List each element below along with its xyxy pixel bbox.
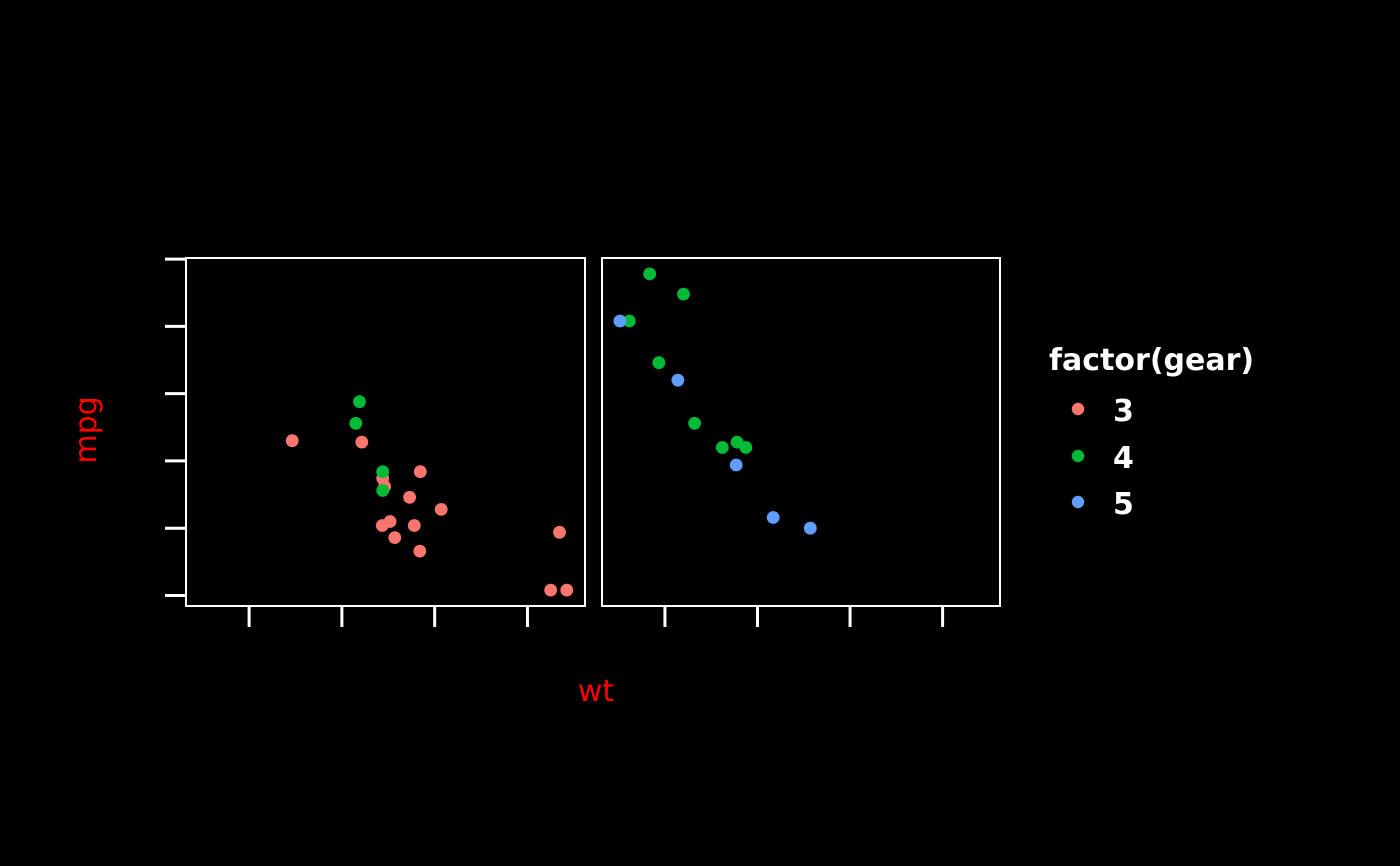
legend-key-dot-gear-3 xyxy=(1071,402,1085,416)
legend-item-gear-5: 5 xyxy=(1071,487,1134,522)
legend-label-gear-3: 3 xyxy=(1113,394,1134,429)
data-point-gear-3 xyxy=(553,525,566,539)
data-point-gear-3 xyxy=(355,435,369,449)
legend-item-gear-3: 3 xyxy=(1071,394,1134,429)
data-point-gear-4 xyxy=(376,484,390,497)
legend-label-gear-5: 5 xyxy=(1113,487,1134,522)
x-axis-ticks xyxy=(247,606,945,627)
data-point-gear-4 xyxy=(622,314,636,328)
legend-item-gear-4: 4 xyxy=(1071,441,1134,476)
legend-title: factor(gear) xyxy=(1049,343,1254,378)
right-facet-points xyxy=(613,267,817,535)
data-point-gear-5 xyxy=(766,511,780,524)
data-point-gear-4 xyxy=(677,287,690,301)
data-point-gear-4 xyxy=(652,356,666,370)
legend-label-gear-4: 4 xyxy=(1113,441,1134,476)
data-point-gear-5 xyxy=(729,458,743,472)
data-point-gear-3 xyxy=(375,519,389,532)
data-point-gear-4 xyxy=(643,267,657,281)
data-point-gear-3 xyxy=(388,531,402,544)
legend-key-dot-gear-5 xyxy=(1071,495,1085,509)
data-point-gear-4 xyxy=(353,395,366,409)
panel-left xyxy=(185,257,586,607)
y-axis-title: mpg xyxy=(69,396,104,463)
data-point-gear-5 xyxy=(613,314,627,328)
data-point-gear-3 xyxy=(544,583,558,597)
y-axis-ticks xyxy=(165,257,186,598)
data-point-gear-3 xyxy=(560,583,574,597)
data-point-gear-3 xyxy=(285,434,299,448)
data-point-gear-4 xyxy=(715,441,729,454)
data-point-gear-5 xyxy=(671,373,685,387)
panel-right xyxy=(601,257,1001,607)
legend: factor(gear) 3 4 5 xyxy=(1049,343,1254,522)
left-facet-points xyxy=(285,395,574,597)
legend-key-dot-gear-4 xyxy=(1071,449,1085,463)
data-point-gear-5 xyxy=(803,521,817,535)
data-point-gear-3 xyxy=(407,519,421,532)
data-point-gear-3 xyxy=(434,503,448,516)
data-point-gear-4 xyxy=(688,416,701,430)
data-point-gear-3 xyxy=(403,490,416,504)
data-point-gear-4 xyxy=(349,416,363,430)
x-axis-title: wt xyxy=(578,674,615,709)
data-point-gear-3 xyxy=(413,465,427,479)
data-point-gear-4 xyxy=(376,465,390,479)
data-point-gear-4 xyxy=(730,435,744,449)
data-point-gear-3 xyxy=(413,544,427,558)
panels xyxy=(185,257,1001,607)
